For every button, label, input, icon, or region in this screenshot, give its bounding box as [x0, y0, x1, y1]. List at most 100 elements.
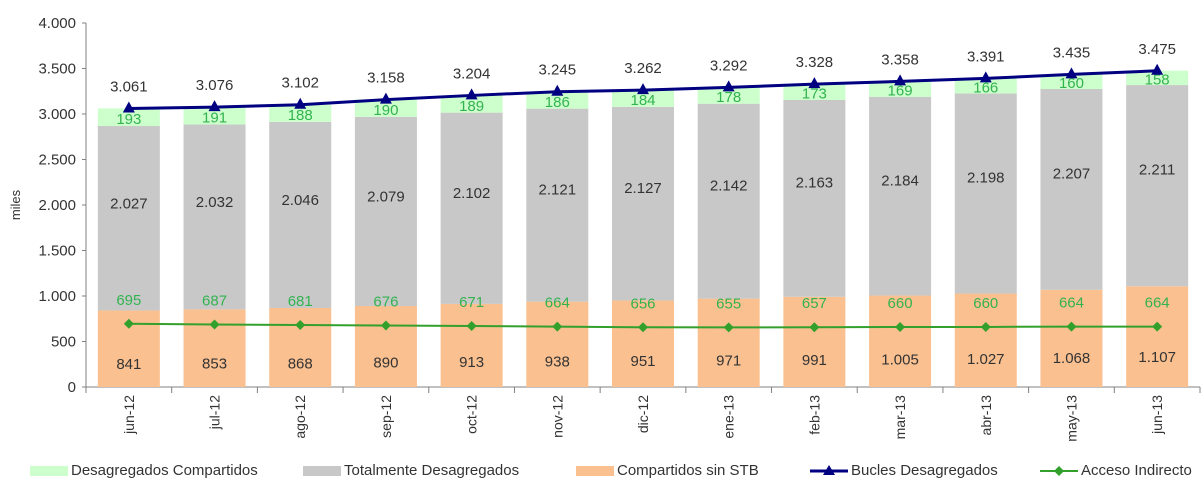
legend-swatch-totalmente-desagregados — [303, 465, 341, 476]
bar-segment — [783, 296, 846, 387]
y-tick-label: 3.500 — [38, 61, 76, 78]
bar-data-label: 1.027 — [967, 351, 1005, 368]
bar-data-label: 2.079 — [367, 188, 405, 205]
bar-data-label: 188 — [288, 107, 313, 124]
line-point-diamond — [380, 320, 391, 331]
y-tick-label: 1.500 — [38, 243, 76, 260]
bar-data-label: 191 — [202, 110, 227, 127]
bar-data-label: 2.198 — [967, 170, 1005, 187]
bar-segment — [612, 106, 674, 301]
bar-data-label: 1.005 — [881, 352, 919, 369]
bar-data-label: 938 — [545, 353, 570, 370]
legend-label-compartidos-sin-stb: Compartidos sin STB — [617, 462, 759, 479]
line-point-diamond — [980, 321, 991, 332]
bar-data-label: 951 — [630, 353, 655, 370]
bar-segment — [354, 99, 417, 117]
y-tick-label: 500 — [51, 334, 76, 351]
bar-data-label: 868 — [288, 355, 313, 372]
line-data-label: 655 — [716, 295, 741, 312]
line-point-triangle — [551, 84, 564, 96]
line-data-label: 695 — [116, 292, 141, 309]
legend-label-acceso-indirecto: Acceso Indirecto — [1081, 462, 1192, 479]
bar-segment — [269, 308, 332, 387]
legend-item-acceso-indirecto: Acceso Indirecto — [1040, 462, 1192, 479]
bar-segment — [354, 116, 417, 307]
bar-data-label: 2.027 — [110, 195, 148, 212]
line-point-diamond — [295, 320, 306, 331]
y-tick-label: 1.000 — [38, 288, 76, 305]
bar-data-label: 169 — [888, 83, 913, 100]
bar-segment — [440, 112, 503, 304]
bar-data-label: 190 — [373, 102, 398, 119]
legend-item-totalmente-desagregados: Totalmente Desagregados — [303, 462, 519, 479]
line-data-label: 664 — [545, 295, 570, 312]
bar-data-label: 160 — [1059, 75, 1084, 92]
bar-segment — [354, 306, 417, 387]
bar-data-label: 1.068 — [1053, 350, 1091, 367]
line-data-label: 664 — [1059, 295, 1084, 312]
line-data-label: 660 — [888, 295, 913, 312]
line-point-diamond — [809, 322, 820, 333]
bar-data-label: 2.032 — [196, 194, 234, 211]
bar-segment — [612, 90, 674, 107]
x-tick-label: jun-12 — [121, 395, 137, 435]
bar-segment — [869, 96, 932, 296]
x-tick-label: mar-13 — [892, 395, 908, 440]
bar-segment — [697, 298, 760, 387]
bar-data-label: 2.046 — [281, 192, 319, 209]
line-point-triangle — [808, 77, 821, 89]
bar-data-label: 2.207 — [1053, 165, 1091, 182]
line-point-diamond — [638, 322, 648, 333]
bar-segment — [183, 107, 246, 125]
bar-data-label: 166 — [973, 79, 998, 96]
legend-swatch-compartidos-sin-stb — [576, 465, 614, 476]
line-data-label: 3.358 — [881, 51, 919, 68]
bar-segment — [526, 301, 589, 387]
line-point-diamond — [209, 319, 220, 330]
line-data-label: 3.245 — [539, 62, 577, 79]
bar-data-label: 2.211 — [1139, 162, 1175, 179]
line-point-triangle — [465, 88, 478, 100]
line-data-label: 3.158 — [367, 70, 405, 87]
bar-data-label: 2.142 — [710, 178, 748, 195]
legend-item-compartidos-sin-stb: Compartidos sin STB — [576, 462, 759, 479]
x-tick-label: sep-12 — [378, 395, 394, 438]
legend-line-acceso-indirecto-icon — [1040, 465, 1078, 476]
bar-segment — [869, 81, 932, 97]
bar-data-label: 991 — [802, 352, 827, 369]
bar-segment — [440, 303, 503, 387]
bar-segment — [1040, 88, 1103, 290]
bar-segment — [526, 91, 589, 109]
line-point-triangle — [379, 92, 392, 104]
x-tick-label: dic-12 — [635, 395, 651, 433]
legend-label-bucles-desagregados: Bucles Desagregados — [851, 462, 998, 479]
line-point-diamond — [466, 320, 477, 331]
y-tick-label: 2.500 — [38, 152, 76, 169]
line-point-triangle — [1151, 63, 1164, 75]
line-point-triangle — [1065, 67, 1078, 79]
y-axis-title: miles — [8, 189, 23, 220]
bar-segment — [783, 99, 846, 297]
legend-label-totalmente-desagregados: Totalmente Desagregados — [344, 462, 520, 479]
line-data-label: 664 — [1145, 295, 1170, 312]
x-tick-label: ene-13 — [721, 395, 737, 439]
bar-segment — [869, 295, 932, 387]
x-tick-label: nov-12 — [549, 395, 565, 438]
line-data-label: 681 — [288, 293, 313, 310]
bar-data-label: 971 — [716, 352, 741, 369]
line-point-triangle — [122, 101, 135, 113]
bar-data-label: 2.121 — [539, 182, 577, 199]
bar-data-label: 186 — [545, 94, 570, 111]
bar-segment — [954, 93, 1017, 294]
bar-segment — [697, 103, 760, 299]
legend-label-desagregados-compartidos: Desagregados Compartidos — [71, 462, 258, 479]
line-data-label: 676 — [373, 293, 398, 310]
y-tick-label: 0 — [68, 379, 76, 396]
x-tick-label: abr-13 — [978, 395, 994, 436]
bar-data-label: 2.127 — [624, 180, 662, 197]
line-data-label: 656 — [630, 295, 655, 312]
bar-data-label: 2.102 — [453, 185, 491, 202]
line-data-label: 3.204 — [453, 65, 491, 82]
bar-segment — [954, 78, 1017, 94]
line-point-triangle — [894, 74, 907, 86]
